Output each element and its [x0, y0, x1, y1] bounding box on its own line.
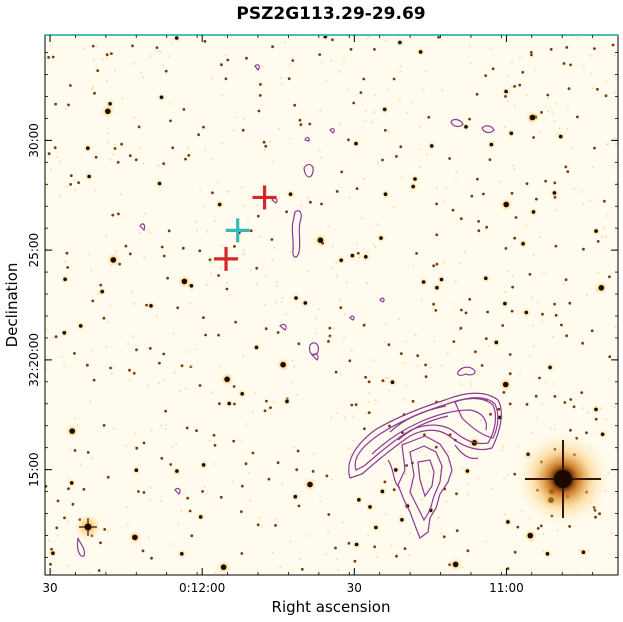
x-tick-label-0: 30 [42, 581, 57, 595]
x-tick-label-1: 0:12:00 [179, 581, 225, 595]
y-tick-label-3: 15:00 [27, 452, 41, 487]
marker-layer [214, 185, 277, 271]
y-axis-label: Declination [3, 263, 21, 348]
radio-contours [76, 64, 502, 557]
y-axis-ticks: 30:00 25:00 32:20:00 15:00 [27, 123, 618, 487]
sky-image [45, 35, 618, 575]
y-tick-label-1: 25:00 [27, 233, 41, 268]
x-tick-label-3: 11:00 [489, 581, 524, 595]
cyan-cross-marker-2 [225, 218, 250, 243]
red-cross-marker-0 [252, 185, 277, 210]
bright-star-small [74, 513, 102, 541]
red-cross-marker-1 [214, 246, 239, 271]
y-tick-label-2: 32:20:00 [27, 333, 41, 387]
x-tick-label-2: 30 [347, 581, 362, 595]
bright-star [515, 431, 611, 527]
plot-title: PSZ2G113.29-29.69 [236, 4, 425, 24]
x-axis-label: Right ascension [272, 598, 391, 616]
x-axis-ticks: 30 0:12:00 30 11:00 [42, 35, 524, 595]
y-tick-label-0: 30:00 [27, 123, 41, 158]
minor-ticks [44, 35, 618, 575]
